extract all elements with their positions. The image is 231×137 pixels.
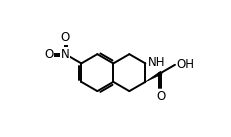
Text: N: N xyxy=(61,48,69,61)
Text: NH: NH xyxy=(147,56,164,69)
Text: O: O xyxy=(61,31,70,44)
Text: O: O xyxy=(44,48,53,61)
Text: OH: OH xyxy=(176,58,194,71)
Text: O: O xyxy=(156,90,165,103)
Polygon shape xyxy=(145,71,161,82)
